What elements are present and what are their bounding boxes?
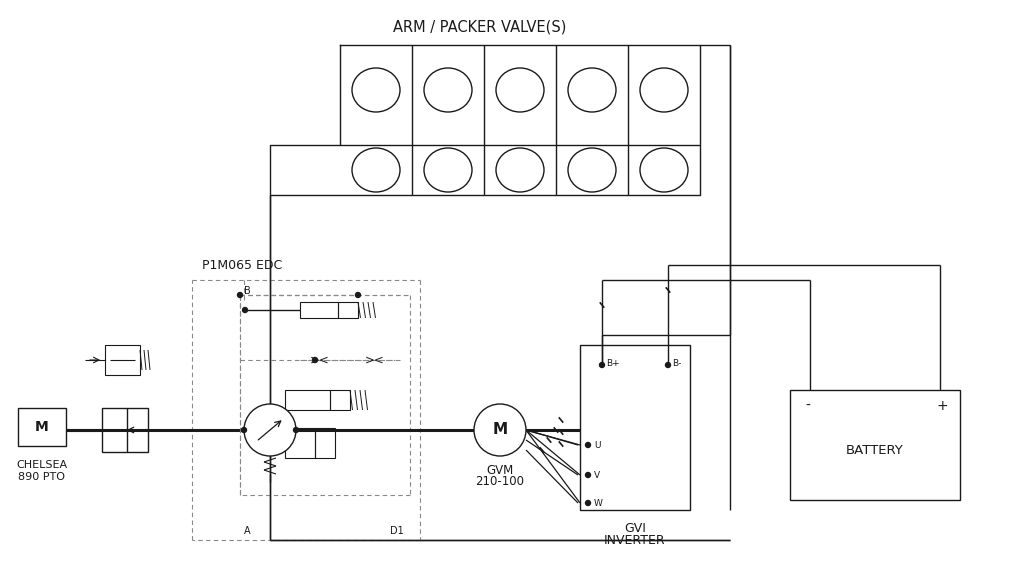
Text: B-: B- — [672, 359, 681, 368]
Bar — [102, 408, 148, 452]
Text: -: - — [806, 399, 810, 413]
Bar — [300, 302, 338, 318]
Text: B: B — [244, 286, 251, 296]
Circle shape — [294, 428, 299, 432]
Text: P1M065 EDC: P1M065 EDC — [202, 259, 283, 272]
Text: CHELSEA: CHELSEA — [16, 460, 68, 470]
Ellipse shape — [640, 68, 688, 112]
Circle shape — [243, 308, 248, 312]
Bar — [790, 390, 961, 500]
Circle shape — [586, 442, 591, 448]
Ellipse shape — [424, 68, 472, 112]
Ellipse shape — [496, 148, 544, 192]
Circle shape — [586, 500, 591, 506]
Text: BATTERY: BATTERY — [846, 444, 904, 456]
Bar — [338, 302, 358, 318]
Text: D1: D1 — [390, 526, 403, 536]
Bar — [18, 408, 66, 446]
Ellipse shape — [568, 68, 616, 112]
Ellipse shape — [496, 68, 544, 112]
Text: GVM: GVM — [486, 464, 514, 477]
Circle shape — [244, 404, 296, 456]
Text: 890 PTO: 890 PTO — [18, 472, 66, 482]
Bar — [580, 345, 690, 510]
Text: ><: >< — [310, 353, 330, 366]
Text: GVI: GVI — [624, 522, 646, 535]
Circle shape — [238, 292, 243, 298]
Circle shape — [666, 363, 671, 367]
Text: U: U — [594, 441, 600, 451]
Text: B+: B+ — [606, 359, 620, 368]
Circle shape — [355, 292, 360, 298]
Ellipse shape — [352, 148, 400, 192]
Text: M: M — [35, 420, 49, 434]
Text: INVERTER: INVERTER — [604, 534, 666, 547]
Text: A: A — [244, 526, 251, 536]
Ellipse shape — [424, 148, 472, 192]
Text: ><: >< — [366, 353, 385, 366]
Bar — [330, 390, 350, 410]
Text: ARM / PACKER VALVE(S): ARM / PACKER VALVE(S) — [393, 20, 566, 35]
Circle shape — [586, 472, 591, 478]
Circle shape — [242, 428, 247, 432]
Ellipse shape — [568, 148, 616, 192]
Bar — [315, 428, 335, 458]
Circle shape — [474, 404, 526, 456]
Text: W: W — [594, 499, 603, 509]
Bar — [105, 345, 140, 375]
Text: M: M — [493, 423, 508, 438]
Text: +: + — [936, 399, 948, 413]
Text: V: V — [594, 472, 600, 481]
Ellipse shape — [352, 68, 400, 112]
Text: 210-100: 210-100 — [475, 475, 524, 488]
Bar — [285, 428, 315, 458]
Ellipse shape — [640, 148, 688, 192]
Bar — [285, 390, 330, 410]
Circle shape — [312, 357, 317, 363]
Circle shape — [599, 363, 604, 367]
